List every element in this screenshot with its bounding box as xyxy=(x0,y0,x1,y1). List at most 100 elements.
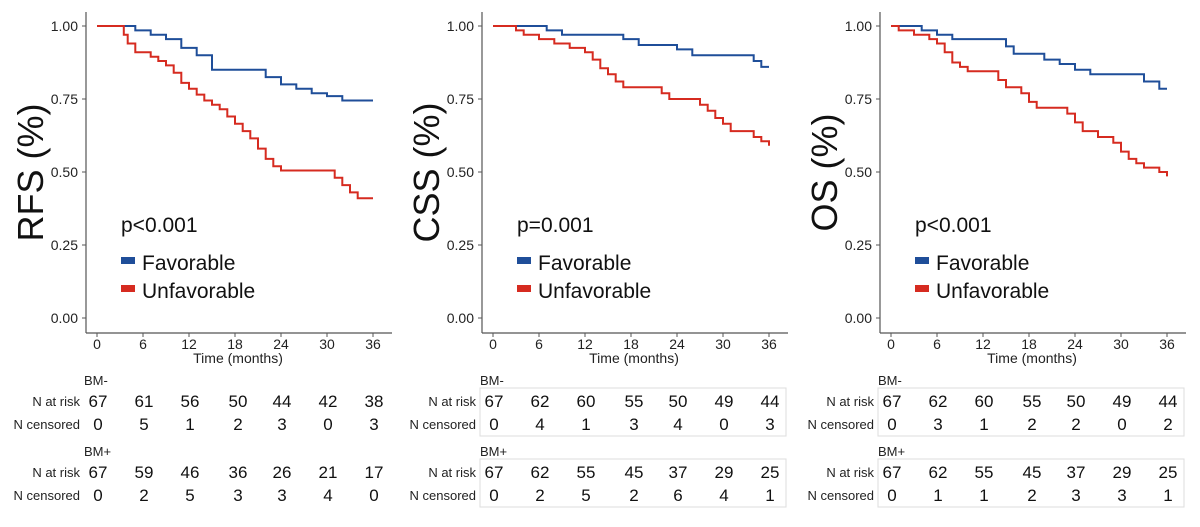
risk-group-label: BM- xyxy=(480,373,504,388)
n-at-risk-value: 50 xyxy=(1067,392,1086,411)
n-censored-value: 3 xyxy=(1117,486,1126,505)
x-tick-label: 18 xyxy=(227,336,243,352)
n-at-risk-value: 67 xyxy=(485,463,504,482)
legend-swatch-unfavorable xyxy=(121,285,135,292)
n-at-risk-label: N at risk xyxy=(32,394,80,409)
series-line-unfavorable xyxy=(97,25,373,200)
n-at-risk-value: 45 xyxy=(625,463,644,482)
y-tick-label: 0.50 xyxy=(845,164,872,180)
n-censored-value: 0 xyxy=(369,486,378,505)
n-at-risk-value: 67 xyxy=(485,392,504,411)
legend-swatch-unfavorable xyxy=(915,285,929,292)
n-at-risk-value: 29 xyxy=(1113,463,1132,482)
y-tick-label: 1.00 xyxy=(447,18,474,34)
n-at-risk-value: 55 xyxy=(1023,392,1042,411)
n-at-risk-value: 46 xyxy=(181,463,200,482)
y-axis-label: RFS (%) xyxy=(10,104,51,242)
risk-table-box xyxy=(877,387,1185,437)
x-axis-label: Time (months) xyxy=(589,350,679,366)
n-censored-label: N censored xyxy=(808,488,874,503)
x-tick-label: 12 xyxy=(577,336,593,352)
n-censored-value: 4 xyxy=(323,486,332,505)
x-tick-label: 6 xyxy=(139,336,147,352)
n-at-risk-value: 44 xyxy=(273,392,292,411)
n-at-risk-value: 44 xyxy=(1159,392,1178,411)
n-censored-value: 3 xyxy=(765,415,774,434)
y-axis-label: CSS (%) xyxy=(406,102,447,242)
risk-table-box xyxy=(479,387,787,437)
n-at-risk-value: 62 xyxy=(929,392,948,411)
n-censored-value: 0 xyxy=(93,415,102,434)
n-censored-value: 1 xyxy=(979,486,988,505)
n-censored-value: 2 xyxy=(139,486,148,505)
risk-table-box xyxy=(877,458,1185,508)
n-at-risk-value: 55 xyxy=(577,463,596,482)
n-censored-value: 5 xyxy=(185,486,194,505)
y-tick-label: 0.00 xyxy=(447,310,474,326)
legend-label-favorable: Favorable xyxy=(538,252,631,275)
n-at-risk-value: 55 xyxy=(625,392,644,411)
risk-group-label: BM- xyxy=(878,373,902,388)
n-at-risk-value: 36 xyxy=(229,463,248,482)
n-censored-value: 5 xyxy=(139,415,148,434)
n-censored-value: 1 xyxy=(581,415,590,434)
legend-label-unfavorable: Unfavorable xyxy=(538,280,651,303)
n-at-risk-value: 37 xyxy=(1067,463,1086,482)
n-at-risk-value: 38 xyxy=(365,392,384,411)
n-at-risk-value: 56 xyxy=(181,392,200,411)
x-tick-label: 30 xyxy=(319,336,335,352)
y-tick-label: 0.25 xyxy=(51,237,78,253)
n-at-risk-value: 67 xyxy=(883,392,902,411)
legend-swatch-favorable xyxy=(915,257,929,264)
p-value: p<0.001 xyxy=(915,214,992,237)
n-at-risk-value: 44 xyxy=(761,392,780,411)
n-censored-value: 0 xyxy=(887,486,896,505)
x-tick-label: 12 xyxy=(181,336,197,352)
x-tick-label: 6 xyxy=(933,336,941,352)
n-censored-value: 1 xyxy=(933,486,942,505)
n-censored-value: 3 xyxy=(369,415,378,434)
x-tick-label: 30 xyxy=(1113,336,1129,352)
n-censored-value: 2 xyxy=(629,486,638,505)
n-at-risk-label: N at risk xyxy=(428,394,476,409)
n-at-risk-value: 42 xyxy=(319,392,338,411)
n-censored-label: N censored xyxy=(410,417,476,432)
n-at-risk-value: 62 xyxy=(531,392,550,411)
n-censored-value: 2 xyxy=(535,486,544,505)
n-at-risk-value: 49 xyxy=(715,392,734,411)
n-censored-value: 0 xyxy=(1117,415,1126,434)
n-censored-label: N censored xyxy=(808,417,874,432)
n-at-risk-label: N at risk xyxy=(428,465,476,480)
n-at-risk-value: 50 xyxy=(229,392,248,411)
y-tick-label: 0.00 xyxy=(845,310,872,326)
x-tick-label: 36 xyxy=(365,336,381,352)
p-value: p=0.001 xyxy=(517,214,594,237)
n-at-risk-value: 17 xyxy=(365,463,384,482)
legend-swatch-favorable xyxy=(121,257,135,264)
n-censored-value: 6 xyxy=(673,486,682,505)
legend-label-unfavorable: Unfavorable xyxy=(142,280,255,303)
n-at-risk-value: 60 xyxy=(577,392,596,411)
n-censored-value: 4 xyxy=(535,415,544,434)
n-at-risk-value: 67 xyxy=(89,463,108,482)
x-tick-label: 24 xyxy=(273,336,289,352)
n-censored-value: 3 xyxy=(233,486,242,505)
x-axis-label: Time (months) xyxy=(987,350,1077,366)
n-at-risk-value: 25 xyxy=(761,463,780,482)
n-censored-value: 0 xyxy=(93,486,102,505)
n-at-risk-label: N at risk xyxy=(826,394,874,409)
n-censored-value: 0 xyxy=(887,415,896,434)
series-line-favorable xyxy=(493,25,769,68)
n-censored-value: 2 xyxy=(1027,486,1036,505)
n-at-risk-value: 25 xyxy=(1159,463,1178,482)
y-tick-label: 1.00 xyxy=(51,18,78,34)
n-censored-value: 1 xyxy=(1163,486,1172,505)
y-tick-label: 0.00 xyxy=(51,310,78,326)
legend-swatch-unfavorable xyxy=(517,285,531,292)
risk-group-label: BM+ xyxy=(84,444,111,459)
y-axis-label: OS (%) xyxy=(804,113,845,231)
